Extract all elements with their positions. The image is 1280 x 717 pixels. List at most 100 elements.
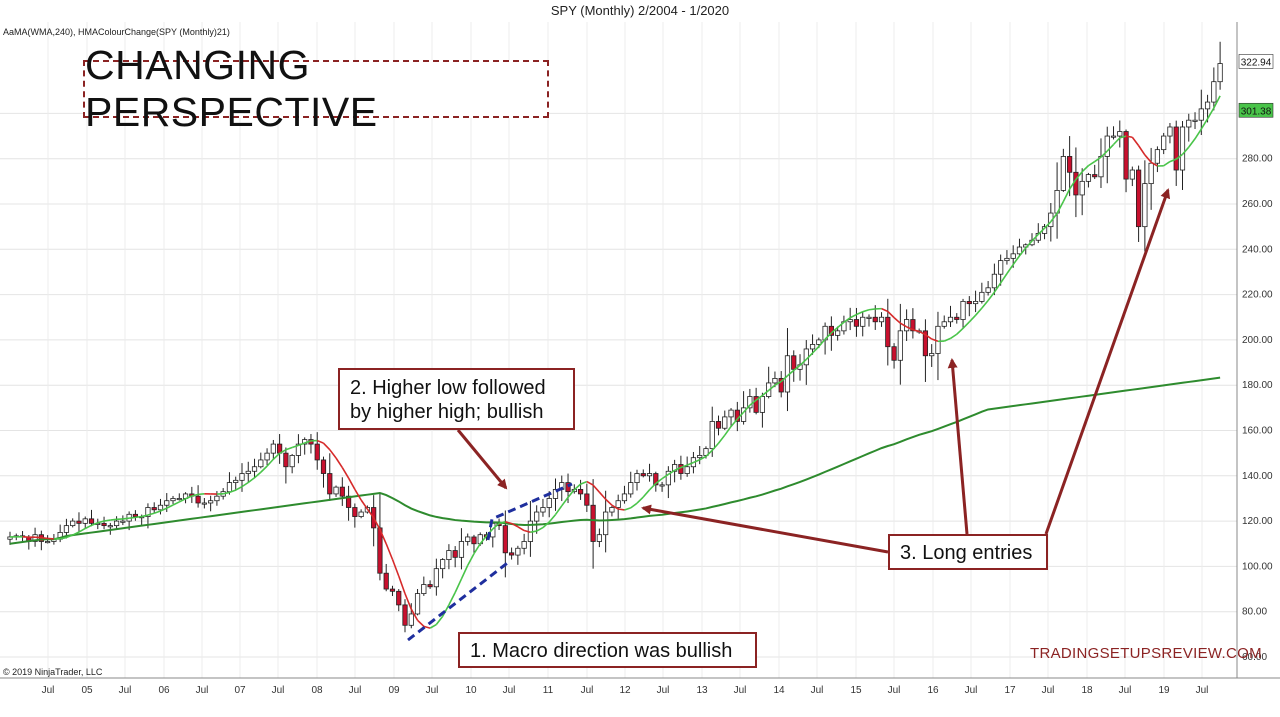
hma-segment <box>962 321 970 329</box>
x-tick-label: 12 <box>619 685 631 696</box>
candle-body <box>621 493 628 502</box>
hma-segment <box>843 317 851 323</box>
hma-segment <box>987 291 996 301</box>
x-tick-label: 09 <box>388 685 400 696</box>
candle-body <box>508 552 515 556</box>
hma-segment <box>887 310 895 319</box>
candle-body <box>208 500 214 504</box>
y-tick-label: 100.00 <box>1242 561 1273 572</box>
hma-segment <box>774 380 782 386</box>
candle-body <box>408 613 414 626</box>
candle-body <box>1179 126 1186 171</box>
hma-segment <box>266 458 274 467</box>
hma-segment <box>1119 135 1127 139</box>
candle-body <box>82 518 88 524</box>
hma-segment <box>624 507 631 511</box>
hma-segment <box>824 332 832 340</box>
candle-body <box>239 473 245 481</box>
candle-body <box>132 513 138 517</box>
hma-segment <box>404 593 413 610</box>
hma-segment <box>66 534 73 539</box>
hma-segment <box>492 522 500 530</box>
hma-segment <box>1137 145 1146 156</box>
annotation-long-entries-text: 3. Long entries <box>900 542 1033 564</box>
x-tick-label: 06 <box>158 685 170 696</box>
candle-body <box>1136 169 1142 228</box>
candle-body <box>352 507 358 517</box>
hma-segment <box>956 327 964 335</box>
x-tick-label: Jul <box>965 685 978 696</box>
x-tick-label: Jul <box>349 685 362 696</box>
x-tick-label: Jul <box>426 685 439 696</box>
candle-body <box>1123 131 1129 180</box>
hma-segment <box>360 499 369 510</box>
hma-segment <box>429 623 437 629</box>
candle-body <box>565 482 571 493</box>
hma-segment <box>680 464 688 469</box>
candle-body <box>665 470 671 486</box>
hma-segment <box>185 495 193 500</box>
hma-segment <box>505 521 512 525</box>
candle-body <box>283 452 289 468</box>
candle-body <box>1067 156 1073 173</box>
hma-segment <box>523 529 531 533</box>
x-tick-label: 19 <box>1158 685 1170 696</box>
hma-segment <box>135 515 142 519</box>
moving-average-240-line <box>9 376 1221 545</box>
hma-segment <box>674 466 682 472</box>
hma-segment <box>1163 160 1171 167</box>
hma-segment <box>223 491 230 495</box>
candle-body <box>396 590 402 606</box>
hma-price-tag-box <box>1238 102 1274 118</box>
candle-body <box>164 500 170 506</box>
candle-body <box>233 479 239 483</box>
x-tick-label: 14 <box>773 685 785 696</box>
x-tick-label: Jul <box>196 685 209 696</box>
hma-segment <box>1194 128 1202 140</box>
candle-body <box>270 443 276 454</box>
x-tick-label: 11 <box>543 685 554 696</box>
candle-body <box>170 498 176 502</box>
candle-body <box>1217 63 1223 83</box>
hma-segment <box>329 449 337 459</box>
hma-segment <box>736 411 745 420</box>
hma-segment <box>1018 247 1027 257</box>
candle-body <box>1173 126 1179 171</box>
candle-body <box>1204 101 1211 110</box>
candle-body <box>929 353 935 357</box>
candle-body <box>414 593 421 615</box>
hma-segment <box>298 442 305 447</box>
hma-segment <box>981 299 989 309</box>
last-price-tag: 322.94 <box>1241 57 1272 68</box>
x-tick-label: Jul <box>1042 685 1055 696</box>
candle-body <box>214 495 220 502</box>
hma-segment <box>648 482 657 491</box>
x-tick-label: 16 <box>927 685 939 696</box>
candle-body <box>697 455 703 459</box>
hma-segment <box>1106 143 1115 152</box>
hma-segment <box>1012 255 1021 266</box>
hma-segment <box>918 330 926 336</box>
candle-body <box>107 525 113 528</box>
candle-body <box>76 520 82 524</box>
candle-body <box>1198 108 1204 121</box>
candle-body <box>577 488 584 495</box>
candle-body <box>922 330 929 357</box>
candle-body <box>878 316 885 323</box>
candle-body <box>653 473 659 486</box>
x-tick-label: 18 <box>1081 685 1093 696</box>
hma-segment <box>818 338 826 348</box>
axis-labels: 60.00 80.00 100.00 120.00 140.00 160.00 180.00… <box>42 154 1273 696</box>
candle-body <box>722 416 728 429</box>
hma-segment <box>693 459 701 464</box>
candle-body <box>972 300 979 305</box>
candle-body <box>985 287 991 293</box>
hma-segment <box>1050 212 1058 223</box>
candle-body <box>440 559 446 570</box>
hma-segment <box>1081 165 1089 173</box>
hma-segment <box>366 508 375 519</box>
hma-segment <box>41 536 48 540</box>
hma-segment <box>1056 201 1065 214</box>
hma-segment <box>498 521 506 525</box>
candle-body <box>860 316 866 327</box>
